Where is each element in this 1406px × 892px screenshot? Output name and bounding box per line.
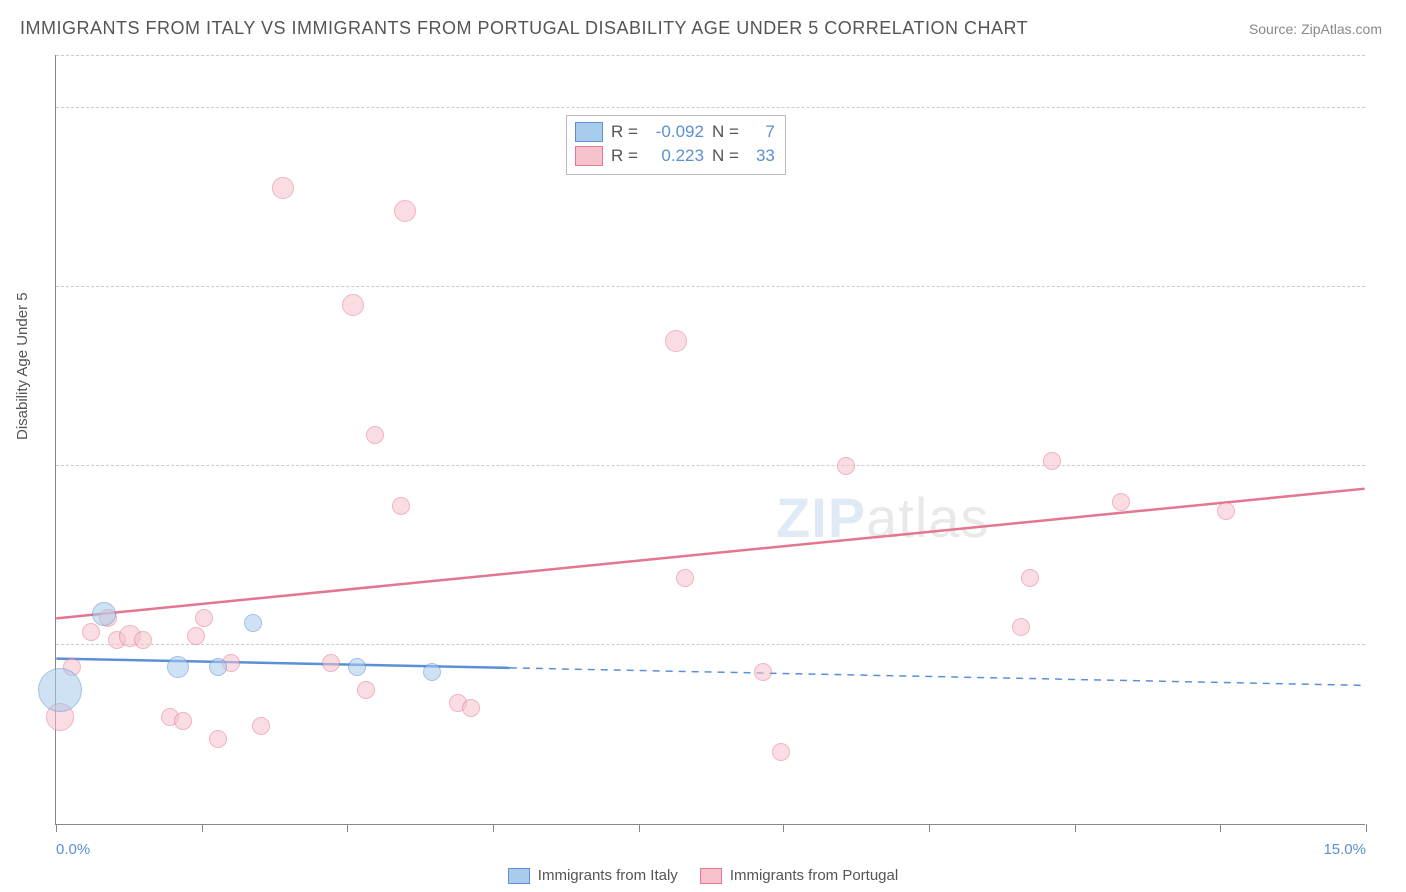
bottom-legend: Immigrants from Italy Immigrants from Po… (0, 867, 1406, 884)
scatter-point-italy (423, 663, 441, 681)
gridline (56, 465, 1365, 466)
legend-swatch-italy (575, 122, 603, 142)
legend-row-italy: R = -0.092 N = 7 (575, 120, 775, 144)
scatter-point-portugal (342, 294, 364, 316)
legend-r-portugal: 0.223 (646, 144, 704, 168)
scatter-point-portugal (665, 330, 687, 352)
legend-r-italy: -0.092 (646, 120, 704, 144)
legend-stats-box: R = -0.092 N = 7 R = 0.223 N = 33 (566, 115, 786, 175)
gridline-top (56, 55, 1365, 56)
scatter-point-portugal (252, 717, 270, 735)
plot-area: ZIPatlas R = -0.092 N = 7 R = 0.223 N = … (55, 55, 1365, 825)
scatter-point-italy (209, 658, 227, 676)
chart-title: IMMIGRANTS FROM ITALY VS IMMIGRANTS FROM… (20, 18, 1028, 39)
x-tick (1366, 824, 1367, 832)
scatter-point-portugal (1043, 452, 1061, 470)
legend-r-label: R = (611, 144, 638, 168)
legend-row-portugal: R = 0.223 N = 33 (575, 144, 775, 168)
legend-r-label: R = (611, 120, 638, 144)
scatter-point-portugal (82, 623, 100, 641)
watermark-atlas: atlas (866, 486, 989, 549)
scatter-point-portugal (394, 200, 416, 222)
y-axis-label: Disability Age Under 5 (14, 292, 31, 440)
scatter-point-portugal (754, 663, 772, 681)
scatter-point-portugal (772, 743, 790, 761)
legend-swatch-portugal (700, 868, 722, 884)
x-tick (347, 824, 348, 832)
scatter-point-portugal (174, 712, 192, 730)
scatter-point-italy (348, 658, 366, 676)
legend-item-portugal: Immigrants from Portugal (700, 867, 898, 884)
scatter-point-portugal (134, 631, 152, 649)
scatter-point-portugal (272, 177, 294, 199)
x-tick (493, 824, 494, 832)
x-tick-label: 0.0% (56, 841, 90, 858)
source-label: Source: ZipAtlas.com (1249, 21, 1382, 37)
legend-label-italy: Immigrants from Italy (538, 867, 678, 884)
x-tick (639, 824, 640, 832)
legend-label-portugal: Immigrants from Portugal (730, 867, 898, 884)
x-tick-label: 15.0% (1323, 841, 1366, 858)
scatter-point-portugal (837, 457, 855, 475)
scatter-point-portugal (1012, 618, 1030, 636)
gridline (56, 107, 1365, 108)
legend-swatch-italy (508, 868, 530, 884)
legend-swatch-portugal (575, 146, 603, 166)
legend-n-portugal: 33 (747, 144, 775, 168)
scatter-point-portugal (195, 609, 213, 627)
scatter-point-italy (244, 614, 262, 632)
x-tick (202, 824, 203, 832)
scatter-point-italy (167, 656, 189, 678)
scatter-point-portugal (366, 426, 384, 444)
scatter-point-portugal (322, 654, 340, 672)
watermark: ZIPatlas (776, 485, 989, 550)
gridline (56, 286, 1365, 287)
x-tick (1220, 824, 1221, 832)
legend-n-label: N = (712, 120, 739, 144)
scatter-point-portugal (392, 497, 410, 515)
scatter-point-portugal (357, 681, 375, 699)
scatter-point-portugal (462, 699, 480, 717)
legend-n-italy: 7 (747, 120, 775, 144)
x-tick (783, 824, 784, 832)
scatter-point-portugal (1217, 502, 1235, 520)
scatter-point-portugal (209, 730, 227, 748)
legend-item-italy: Immigrants from Italy (508, 867, 678, 884)
scatter-point-italy (92, 602, 116, 626)
scatter-point-portugal (1112, 493, 1130, 511)
scatter-point-portugal (1021, 569, 1039, 587)
x-tick (1075, 824, 1076, 832)
scatter-point-portugal (187, 627, 205, 645)
scatter-point-italy (38, 668, 82, 712)
gridline (56, 644, 1365, 645)
watermark-zip: ZIP (776, 486, 866, 549)
x-tick (56, 824, 57, 832)
x-tick (929, 824, 930, 832)
scatter-point-portugal (676, 569, 694, 587)
legend-n-label: N = (712, 144, 739, 168)
